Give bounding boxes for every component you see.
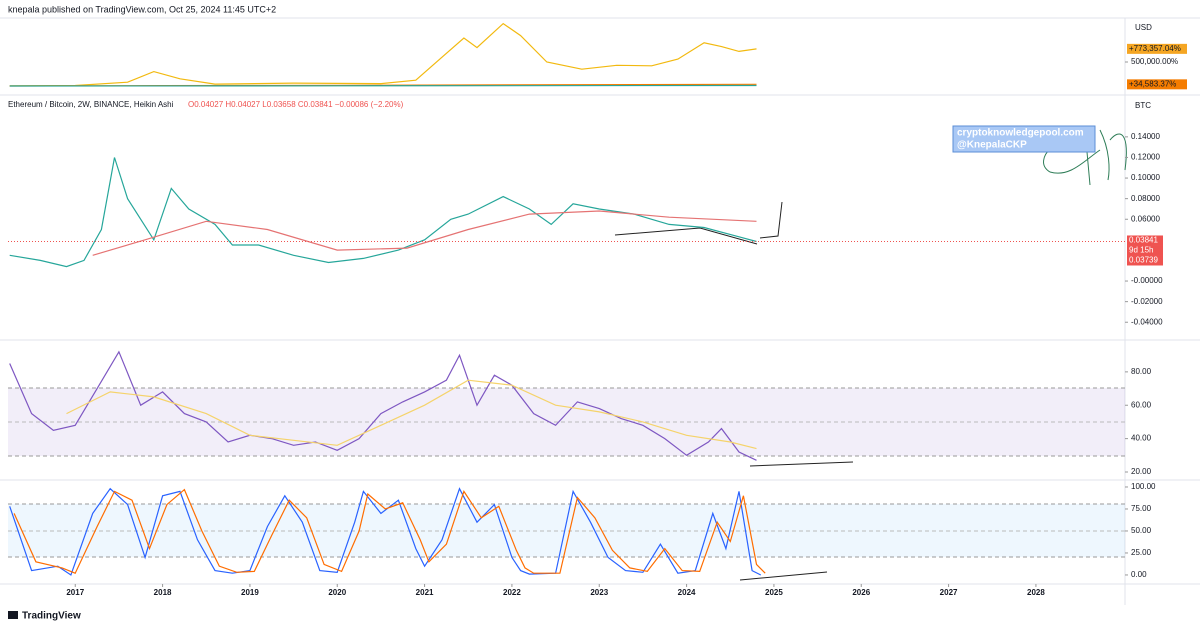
x-tick-label: 2021 (416, 588, 434, 597)
y-tick-label: 100.00 (1131, 482, 1156, 491)
y-tick-label: 0.06000 (1131, 214, 1160, 223)
y-tick-label: 80.00 (1131, 367, 1152, 376)
y-tick-label: 0.08000 (1131, 194, 1160, 203)
series-line (9, 157, 757, 268)
last-value-label: +34,583.37% (1129, 79, 1176, 88)
price-label: 9d 15h (1129, 246, 1153, 255)
y-tick-label: 50.00 (1131, 526, 1152, 535)
logo (8, 611, 18, 619)
drawing (759, 201, 783, 239)
x-tick-label: 2018 (154, 588, 172, 597)
header: knepala published on TradingView.com, Oc… (8, 4, 276, 14)
drawing (739, 571, 828, 581)
price-label: 0.03841 (1129, 236, 1158, 245)
annotation: @KnepalaCKP (957, 140, 1027, 151)
ohlc: O0.04027 H0.04027 L0.03658 C0.03841 −0.0… (188, 100, 404, 109)
x-tick-label: 2026 (852, 588, 870, 597)
y-tick-label: -0.02000 (1131, 297, 1163, 306)
series-line (9, 487, 762, 576)
footer: TradingView (22, 611, 81, 622)
last-value-box (1127, 43, 1187, 54)
y-tick-label: 20.00 (1131, 467, 1152, 476)
stoch-band (8, 504, 1125, 557)
rsi-band (8, 388, 1125, 456)
x-tick-label: 2024 (678, 588, 696, 597)
y-tick-label: 40.00 (1131, 434, 1152, 443)
y-tick-label: 60.00 (1131, 400, 1152, 409)
y-tick-label: 0.14000 (1131, 132, 1160, 141)
annotation: cryptoknowledgepool.com (957, 128, 1084, 139)
price-box (1127, 245, 1163, 256)
axis-label: BTC (1135, 101, 1151, 110)
x-tick-label: 2025 (765, 588, 783, 597)
y-tick-label: 0.10000 (1131, 173, 1160, 182)
series-line (66, 379, 757, 450)
drawing (614, 227, 758, 245)
y-tick-label: -0.00000 (1131, 276, 1163, 285)
drawing (749, 461, 854, 467)
last-value-label: +773,357.04% (1129, 44, 1181, 53)
y-tick-label: -0.04000 (1131, 317, 1163, 326)
y-tick-label: 75.00 (1131, 504, 1152, 513)
x-tick-label: 2019 (241, 588, 259, 597)
x-tick-label: 2028 (1027, 588, 1045, 597)
axis-label: USD (1135, 23, 1152, 32)
x-tick-label: 2017 (66, 588, 84, 597)
y-tick-label: 0.12000 (1131, 153, 1160, 162)
x-tick-label: 2027 (940, 588, 958, 597)
series-line (13, 488, 766, 574)
x-tick-label: 2020 (328, 588, 346, 597)
x-tick-label: 2023 (590, 588, 608, 597)
series-line (9, 22, 757, 87)
series-line (9, 84, 757, 87)
y-tick-label: 500,000.00% (1131, 57, 1178, 66)
x-tick-label: 2022 (503, 588, 521, 597)
legend: Ethereum / Bitcoin, 2W, BINANCE, Heikin … (8, 100, 174, 109)
drawing (1043, 129, 1127, 186)
price-label: 0.03739 (1129, 256, 1158, 265)
price-box (1127, 255, 1163, 266)
last-value-box (1127, 79, 1187, 90)
series-line (92, 210, 757, 256)
price-box (1127, 235, 1163, 246)
y-tick-label: 0.00 (1131, 570, 1147, 579)
y-tick-label: 25.00 (1131, 548, 1152, 557)
series-line (9, 350, 757, 461)
annotation-box (952, 125, 1096, 153)
